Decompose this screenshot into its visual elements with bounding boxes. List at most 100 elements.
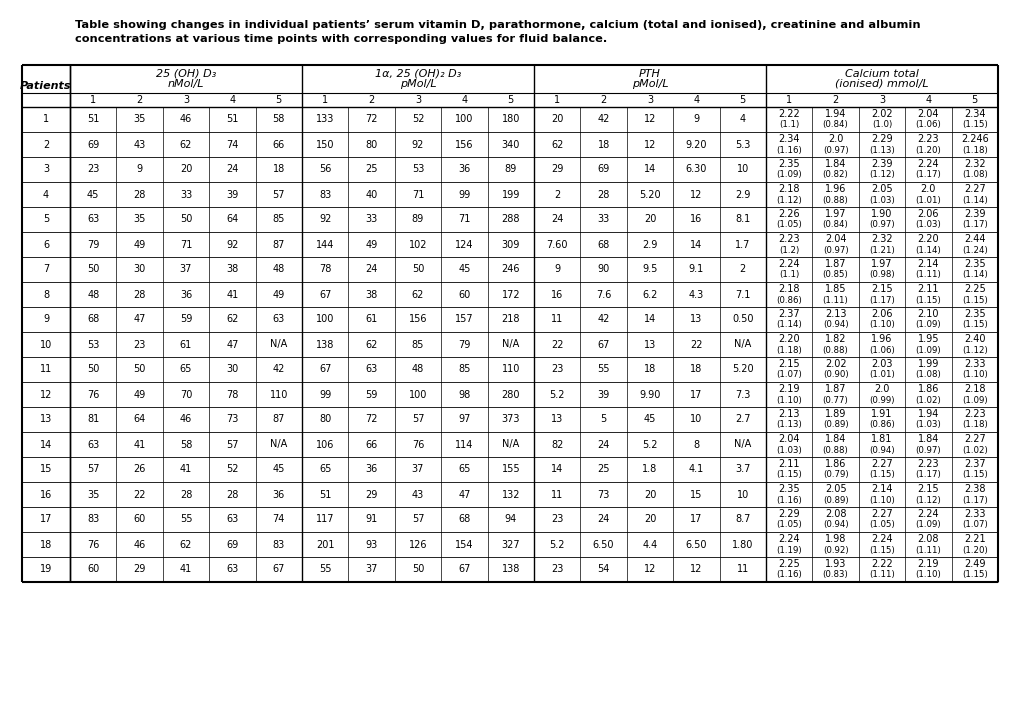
Text: 138: 138 [316,340,334,349]
Text: 4: 4 [924,95,930,105]
Text: 46: 46 [179,415,192,425]
Text: 28: 28 [179,490,192,500]
Text: 150: 150 [316,140,334,150]
Text: 81: 81 [87,415,99,425]
Text: 79: 79 [458,340,470,349]
Text: 50: 50 [179,215,192,225]
Text: (1.11): (1.11) [868,570,894,580]
Text: 16: 16 [690,215,702,225]
Text: 8: 8 [43,289,49,300]
Text: 340: 340 [501,140,520,150]
Text: 2.38: 2.38 [963,484,984,494]
Text: 23: 23 [133,340,146,349]
Text: 89: 89 [412,215,424,225]
Text: 7: 7 [43,264,49,274]
Text: (0.77): (0.77) [822,395,848,405]
Text: (1.1): (1.1) [779,271,799,279]
Text: 155: 155 [501,464,520,474]
Text: 98: 98 [458,390,470,400]
Text: 2.0: 2.0 [873,384,889,394]
Text: 11: 11 [40,364,52,374]
Text: 12: 12 [643,140,655,150]
Text: 33: 33 [179,189,192,199]
Text: (1.15): (1.15) [961,295,986,305]
Text: 33: 33 [365,215,377,225]
Text: (0.83): (0.83) [822,570,848,580]
Text: 36: 36 [272,490,284,500]
Text: 106: 106 [316,439,334,449]
Text: 1.96: 1.96 [870,334,892,344]
Text: 37: 37 [412,464,424,474]
Text: 2.24: 2.24 [777,534,799,544]
Text: 26: 26 [133,464,146,474]
Text: 67: 67 [597,340,609,349]
Text: (1.16): (1.16) [775,495,801,505]
Text: 2.246: 2.246 [960,134,987,144]
Text: 124: 124 [454,240,473,250]
Text: 47: 47 [133,315,146,325]
Text: 87: 87 [272,415,284,425]
Text: (1.03): (1.03) [775,446,801,454]
Text: pMol/L: pMol/L [631,79,667,89]
Text: (1.05): (1.05) [775,521,801,529]
Text: 11: 11 [550,315,562,325]
Text: (0.97): (0.97) [822,145,848,155]
Text: 69: 69 [226,539,238,549]
Text: 2: 2 [368,95,374,105]
Text: 23: 23 [550,564,562,575]
Text: 132: 132 [501,490,520,500]
Text: 57: 57 [412,515,424,524]
Text: 2.06: 2.06 [870,309,892,319]
Text: (1.10): (1.10) [868,495,894,505]
Text: (1.16): (1.16) [775,145,801,155]
Text: 2.35: 2.35 [963,309,984,319]
Text: 2.03: 2.03 [870,359,892,369]
Text: (1.09): (1.09) [915,521,941,529]
Text: 80: 80 [365,140,377,150]
Text: 6.50: 6.50 [685,539,706,549]
Text: 2.23: 2.23 [917,134,938,144]
Text: 201: 201 [316,539,334,549]
Text: 4: 4 [693,95,699,105]
Text: 2.08: 2.08 [824,509,846,519]
Text: (1.17): (1.17) [868,295,894,305]
Text: 100: 100 [409,390,427,400]
Text: 62: 62 [412,289,424,300]
Text: 40: 40 [365,189,377,199]
Text: 1.85: 1.85 [824,284,846,294]
Text: 64: 64 [133,415,146,425]
Text: 9: 9 [693,114,699,125]
Text: 25: 25 [365,164,377,174]
Text: 24: 24 [365,264,377,274]
Text: 2.32: 2.32 [963,159,984,169]
Text: 43: 43 [412,490,424,500]
Text: 3: 3 [415,95,421,105]
Text: 3: 3 [878,95,884,105]
Text: 20: 20 [179,164,192,174]
Text: 49: 49 [133,390,146,400]
Text: 5: 5 [739,95,745,105]
Text: 30: 30 [133,264,146,274]
Text: 53: 53 [87,340,99,349]
Text: 2.11: 2.11 [917,284,938,294]
Text: (0.97): (0.97) [868,220,894,230]
Text: 87: 87 [272,240,284,250]
Text: (1.11): (1.11) [915,271,941,279]
Text: 78: 78 [226,390,238,400]
Text: 2.25: 2.25 [777,559,799,569]
Text: (0.82): (0.82) [822,171,848,179]
Text: 29: 29 [365,490,377,500]
Text: 2.04: 2.04 [917,109,938,119]
Text: 2.33: 2.33 [963,509,984,519]
Text: 30: 30 [226,364,238,374]
Text: (1.0): (1.0) [871,120,892,130]
Text: 50: 50 [412,264,424,274]
Text: 9.1: 9.1 [688,264,703,274]
Text: (1.15): (1.15) [868,546,894,554]
Text: 37: 37 [179,264,192,274]
Text: 28: 28 [133,189,146,199]
Text: (1.10): (1.10) [961,371,986,379]
Text: (1.14): (1.14) [775,320,801,330]
Text: 2.18: 2.18 [777,284,799,294]
Text: 2.24: 2.24 [917,509,938,519]
